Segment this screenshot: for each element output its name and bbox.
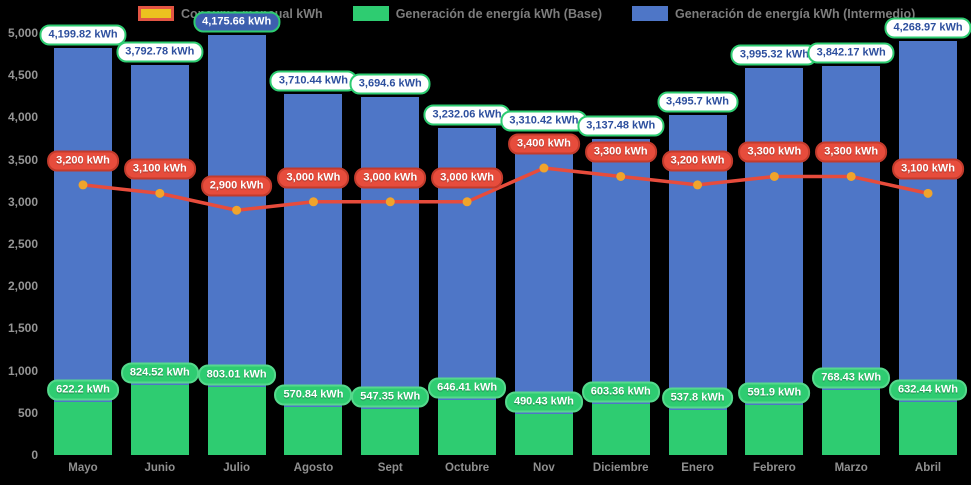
bar-julio-base-segment[interactable] [207, 387, 266, 455]
label-intermedio-sept: 3,694.6 kWh [349, 73, 431, 95]
label-base-junio: 824.52 kWh [120, 362, 199, 384]
y-tick-4,500: 4,500 [7, 68, 38, 83]
y-tick-4,000: 4,000 [7, 110, 38, 125]
label-intermedio-febrero: 3,995.32 kWh [730, 44, 818, 66]
label-intermedio-nov: 3,310.42 kWh [500, 110, 588, 132]
bar-marzo-base-segment[interactable] [822, 390, 881, 455]
x-tick-nov: Nov [533, 462, 555, 474]
label-consumo-junio: 3,100 kWh [123, 158, 196, 180]
bar-abril-intermedio-segment[interactable] [899, 41, 958, 402]
bar-abril-base-segment[interactable] [899, 401, 958, 455]
x-tick-enero: Enero [681, 462, 714, 474]
line-marker-sept[interactable] [385, 197, 395, 207]
legend-label-generacion-intermedio: Generación de energía kWh (Intermedio) [675, 6, 916, 21]
bar-febrero-base-segment[interactable] [745, 405, 804, 455]
x-tick-febrero: Febrero [752, 462, 796, 474]
label-intermedio-enero: 3,495.7 kWh [657, 91, 739, 113]
x-tick-marzo: Marzo [834, 462, 868, 474]
bar-sept-base-segment[interactable] [361, 408, 420, 455]
bar-diciembre-base-segment[interactable] [591, 404, 650, 455]
line-marker-abril[interactable] [923, 188, 933, 198]
line-marker-octubre[interactable] [462, 197, 472, 207]
line-marker-marzo[interactable] [846, 171, 856, 181]
bar-agosto-intermedio-segment[interactable] [284, 93, 343, 407]
legend-item-generacion-intermedio[interactable]: Generación de energía kWh (Intermedio) [632, 6, 915, 21]
label-consumo-nov: 3,400 kWh [508, 133, 580, 155]
label-base-agosto: 570.84 kWh [274, 384, 353, 406]
line-marker-julio[interactable] [232, 205, 242, 215]
x-tick-abril: Abril [914, 462, 942, 474]
bar-marzo-intermedio-segment[interactable] [822, 65, 881, 391]
bar-nov-intermedio-segment[interactable] [514, 134, 573, 414]
x-tick-octubre: Octubre [445, 462, 490, 474]
legend-label-generacion-base: Generación de energía kWh (Base) [395, 6, 602, 21]
label-intermedio-junio: 3,792.78 kWh [116, 41, 204, 63]
label-base-marzo: 768.43 kWh [812, 367, 891, 389]
label-base-enero: 537.8 kWh [661, 387, 734, 409]
line-marker-mayo[interactable] [78, 180, 88, 190]
generacion-base-swatch-icon [352, 6, 389, 21]
label-base-octubre: 646.41 kWh [428, 377, 507, 399]
y-tick-2,500: 2,500 [7, 237, 38, 251]
legend-item-generacion-base[interactable]: Generación de energía kWh (Base) [352, 6, 602, 21]
y-tick-1,000: 1,000 [7, 363, 38, 378]
y-tick-5,000: 5,000 [7, 26, 38, 40]
label-consumo-febrero: 3,300 kWh [738, 141, 811, 163]
bar-enero-base-segment[interactable] [668, 409, 727, 455]
label-intermedio-diciembre: 3,137.48 kWh [577, 115, 665, 137]
generacion-intermedio-swatch-icon [632, 6, 668, 21]
label-intermedio-julio: 4,175.66 kWh [193, 11, 281, 33]
label-intermedio-abril: 4,268.97 kWh [884, 17, 971, 39]
bar-agosto-base-segment[interactable] [284, 406, 343, 455]
label-base-abril: 632.44 kWh [889, 379, 967, 401]
label-consumo-sept: 3,000 kWh [354, 167, 427, 189]
y-tick-2,000: 2,000 [7, 279, 38, 294]
bar-sept-intermedio-segment[interactable] [361, 96, 420, 409]
label-intermedio-octubre: 3,232.06 kWh [423, 104, 511, 126]
line-marker-diciembre[interactable] [616, 171, 626, 181]
label-base-julio: 803.01 kWh [197, 364, 276, 386]
label-base-mayo: 622.2 kWh [47, 379, 119, 401]
x-tick-agosto: Agosto [293, 462, 334, 474]
label-consumo-julio: 2,900 kWh [200, 175, 273, 197]
label-base-diciembre: 603.36 kWh [581, 381, 660, 403]
label-consumo-diciembre: 3,300 kWh [584, 141, 657, 163]
label-consumo-abril: 3,100 kWh [892, 158, 964, 180]
label-intermedio-agosto: 3,710.44 kWh [269, 70, 357, 92]
y-tick-1,500: 1,500 [7, 321, 38, 336]
line-marker-nov[interactable] [539, 163, 549, 173]
consumo-swatch-icon [138, 6, 174, 21]
label-intermedio-marzo: 3,842.17 kWh [807, 42, 895, 64]
y-tick-3,000: 3,000 [7, 194, 38, 209]
bar-octubre-base-segment[interactable] [438, 400, 497, 455]
label-consumo-mayo: 3,200 kWh [47, 150, 119, 172]
line-marker-febrero[interactable] [769, 171, 779, 181]
label-base-nov: 490.43 kWh [504, 391, 583, 413]
x-tick-julio: Julio [223, 462, 251, 474]
line-marker-agosto[interactable] [308, 197, 318, 207]
x-tick-mayo: Mayo [68, 462, 98, 474]
line-marker-enero[interactable] [693, 180, 703, 190]
y-tick-0: 0 [31, 448, 38, 462]
label-intermedio-mayo: 4,199.82 kWh [39, 24, 127, 46]
y-tick-3,500: 3,500 [7, 152, 38, 167]
bar-junio-intermedio-segment[interactable] [130, 65, 189, 386]
line-marker-junio[interactable] [155, 188, 165, 198]
label-consumo-agosto: 3,000 kWh [277, 167, 350, 189]
bar-mayo-intermedio-segment[interactable] [54, 48, 112, 403]
label-base-sept: 547.35 kWh [351, 386, 430, 408]
label-consumo-marzo: 3,300 kWh [815, 141, 888, 163]
bar-mayo-base-segment[interactable] [54, 402, 112, 455]
bar-febrero-intermedio-segment[interactable] [745, 67, 804, 406]
x-tick-junio: Junio [144, 462, 176, 474]
label-base-febrero: 591.9 kWh [738, 382, 811, 404]
y-tick-500: 500 [17, 405, 38, 420]
label-consumo-enero: 3,200 kWh [661, 150, 734, 172]
label-consumo-octubre: 3,000 kWh [431, 167, 503, 189]
x-tick-sept: Sept [377, 462, 403, 474]
x-tick-diciembre: Diciembre [592, 462, 649, 474]
bar-nov-base-segment[interactable] [514, 413, 573, 455]
bar-junio-base-segment[interactable] [130, 385, 189, 455]
